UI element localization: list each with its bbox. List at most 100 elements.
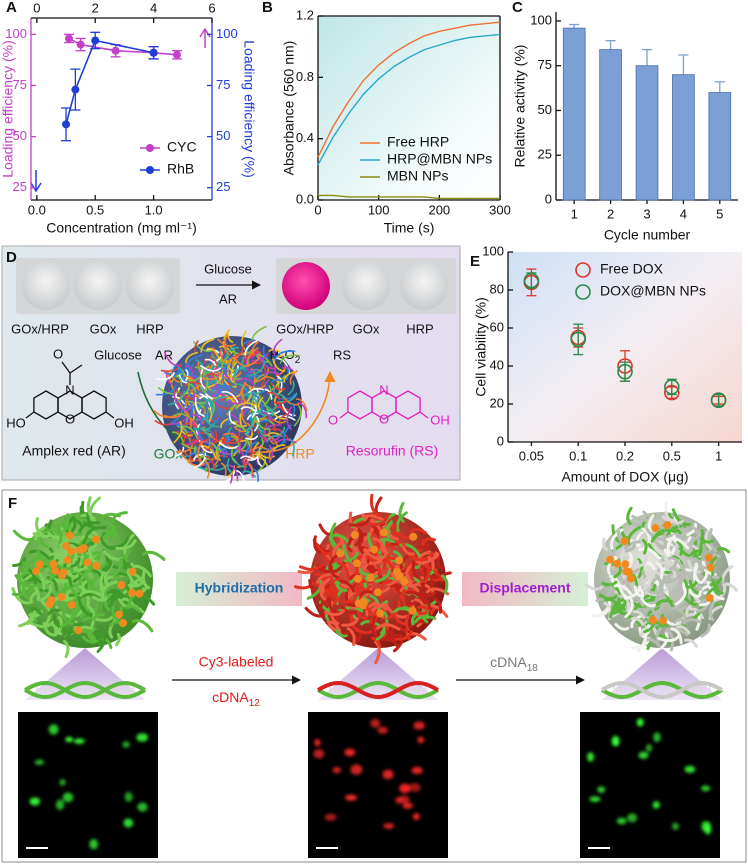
- strand: [260, 411, 273, 421]
- strand: [200, 365, 222, 372]
- dna-helix: [24, 680, 146, 700]
- strand: [638, 547, 661, 560]
- bead: [32, 567, 41, 576]
- bead: [135, 589, 144, 598]
- strand: [210, 396, 228, 407]
- x-tick-label: 0: [314, 202, 321, 217]
- bead: [63, 556, 72, 565]
- y-tick-label: 50: [13, 128, 27, 143]
- step-banner: [176, 572, 302, 606]
- y-tick-label: 75: [538, 57, 552, 72]
- strand: [204, 455, 216, 471]
- strand: [406, 584, 420, 593]
- panel-d: D GOx/HRP GOx HRP Glucose AR GOx/HRP GOx…: [1, 245, 461, 481]
- x-axis-title: Time (s): [384, 220, 435, 236]
- bead: [92, 535, 101, 544]
- bond: [105, 411, 115, 419]
- strand: [226, 399, 238, 410]
- reagent-label: Glucose: [204, 261, 252, 276]
- strand: [351, 585, 359, 603]
- spot: [412, 813, 420, 821]
- spot: [587, 752, 595, 762]
- strand: [645, 638, 661, 648]
- strand: [319, 580, 327, 601]
- strand: [241, 403, 247, 418]
- strand: [206, 403, 212, 426]
- strand: [374, 568, 392, 583]
- strand: [287, 380, 295, 396]
- bead: [128, 588, 137, 597]
- strand: [368, 515, 389, 526]
- well: [126, 262, 174, 310]
- x-tick-label: 3: [643, 206, 650, 221]
- x-axis-title: Amount of DOX (μg): [561, 469, 688, 485]
- strand: [194, 396, 205, 417]
- structure: O N O HO OH: [6, 346, 134, 430]
- strand: [700, 623, 711, 638]
- strand: [272, 358, 286, 372]
- chart: 0.0 0.4 0.8 1.2 0 100 200 300 B Time (s) Absorbanc…: [262, 0, 511, 236]
- spot: [611, 735, 620, 747]
- strand: [240, 406, 257, 412]
- strand: [178, 374, 188, 384]
- strand: [654, 528, 677, 538]
- bead: [49, 560, 58, 569]
- strand: [590, 607, 610, 618]
- strand: [684, 579, 698, 589]
- strand: [368, 553, 387, 565]
- strand: [348, 511, 357, 530]
- strand: [687, 559, 701, 574]
- strand: [270, 382, 286, 391]
- x-axis-title: Cycle number: [604, 227, 691, 243]
- strand: [204, 358, 217, 366]
- bead: [663, 520, 672, 529]
- point: [64, 34, 73, 43]
- strand: [349, 516, 372, 527]
- strand: [693, 562, 702, 584]
- strand: [329, 522, 337, 546]
- well: [74, 262, 122, 310]
- strand: [267, 391, 281, 400]
- bead: [373, 588, 382, 597]
- spot: [417, 736, 425, 744]
- strand: [70, 544, 78, 560]
- strand: [584, 583, 604, 591]
- strand: [94, 630, 102, 646]
- strand: [682, 618, 702, 625]
- strand: [102, 533, 119, 539]
- strand: [716, 547, 731, 554]
- x-tick-label: 0.05: [519, 448, 544, 463]
- x-axis-title: Concentration (mg ml⁻¹): [46, 220, 197, 236]
- strand: [230, 369, 234, 383]
- bead: [370, 545, 379, 554]
- strand: [226, 458, 233, 474]
- strand: [81, 635, 99, 644]
- bead: [79, 544, 88, 553]
- strand: [50, 622, 58, 637]
- spot: [377, 726, 389, 734]
- strand: [272, 418, 287, 424]
- strand: [247, 360, 266, 377]
- texture: [11, 496, 166, 658]
- strand: [92, 595, 108, 602]
- legend-label: Free HRP: [387, 134, 449, 150]
- strand: [226, 356, 239, 365]
- x-tick-label: 0.2: [616, 448, 634, 463]
- panel-label: D: [6, 249, 17, 266]
- strand: [644, 561, 656, 571]
- reagent-label: cDNA18: [490, 654, 538, 674]
- strand: [374, 640, 381, 665]
- strand: [235, 446, 245, 465]
- strand: [202, 372, 223, 380]
- strand: [262, 345, 269, 360]
- strand: [221, 339, 227, 358]
- strand: [86, 496, 96, 520]
- strand: [250, 412, 255, 425]
- well-label: HRP: [406, 321, 433, 336]
- strand: [115, 539, 137, 551]
- point: [570, 331, 587, 348]
- panel-label: E: [470, 253, 480, 270]
- strand: [205, 373, 219, 377]
- strand: [362, 550, 369, 565]
- strand: [251, 341, 259, 355]
